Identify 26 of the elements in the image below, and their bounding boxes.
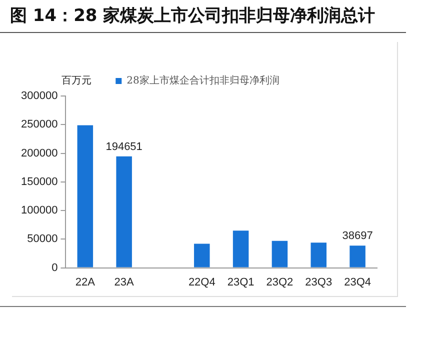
y-tick-label: 300000 — [20, 90, 58, 102]
bar — [116, 156, 132, 268]
x-tick-label: 22A — [75, 276, 96, 288]
y-tick-label: 0 — [52, 262, 58, 274]
bar — [272, 240, 288, 268]
y-tick-label: 250000 — [20, 118, 58, 131]
y-tick-label: 50000 — [27, 233, 58, 246]
bar — [77, 125, 94, 268]
bar — [350, 246, 366, 268]
data-label: 38697 — [342, 230, 373, 242]
y-axis-title: 百万元 — [62, 76, 92, 87]
chart-title: 图 14：28 家煤炭上市公司扣非归母净利润总计 — [10, 5, 376, 27]
bar — [232, 230, 249, 268]
y-tick-label: 150000 — [20, 176, 58, 188]
bar — [194, 244, 210, 268]
y-tick-label: 100000 — [20, 204, 58, 217]
x-tick-label: 23Q4 — [344, 276, 372, 288]
legend-label: 28家上市煤企合计扣非归母净利润 — [126, 74, 280, 87]
data-label: 194651 — [106, 140, 142, 153]
x-tick-label: 23Q3 — [305, 276, 332, 288]
x-tick-label: 23Q1 — [227, 276, 254, 288]
x-tick-label: 23A — [114, 276, 135, 288]
x-tick-label: 22Q4 — [188, 276, 216, 288]
y-tick-label: 200000 — [20, 147, 58, 160]
x-tick-label: 23Q2 — [266, 276, 294, 288]
bar — [310, 242, 327, 268]
